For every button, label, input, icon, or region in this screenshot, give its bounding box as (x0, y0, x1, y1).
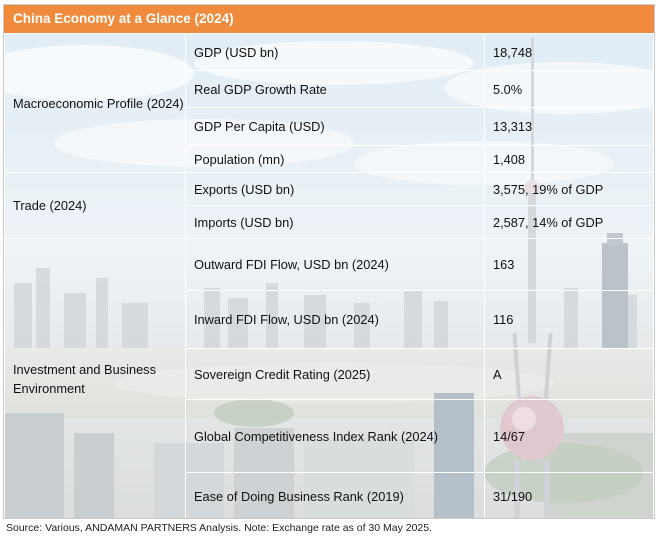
value-cell: 1,408 (484, 145, 654, 173)
value-cell: 13,313 (484, 107, 654, 146)
value-cell: 31/190 (484, 472, 654, 518)
infographic-panel: China Economy at a Glance (2024) (3, 4, 655, 519)
value-cell: 3,575, 19% of GDP (484, 172, 654, 206)
source-note: Source: Various, ANDAMAN PARTNERS Analys… (6, 522, 433, 534)
value-cell: 5.0% (484, 70, 654, 108)
table-row: Real GDP Growth Rate 5.0% (5, 70, 654, 108)
value-cell: 116 (484, 290, 654, 349)
table-row: Investment and Business Environment Outw… (4, 238, 654, 518)
indicator-cell: Outward FDI Flow, USD bn (2024) (185, 238, 485, 291)
value-cell: 18,748 (484, 33, 654, 71)
indicator-cell: Ease of Doing Business Rank (2019) (185, 472, 485, 518)
table-row: Inward FDI Flow, USD bn (2024) 116 (5, 290, 654, 349)
table-row: Trade (2024) Exports (USD bn) 3,575, 19%… (4, 172, 654, 239)
page-title: China Economy at a Glance (2024) (4, 5, 654, 33)
table-row: Ease of Doing Business Rank (2019) 31/19… (5, 472, 654, 518)
table-row: Macroeconomic Profile (2024) GDP (USD bn… (4, 33, 654, 173)
indicator-cell: Exports (USD bn) (185, 172, 485, 206)
value-cell: 14/67 (484, 399, 654, 473)
indicator-cell: GDP Per Capita (USD) (185, 107, 485, 146)
indicator-cell: Imports (USD bn) (185, 205, 485, 239)
indicator-cell: GDP (USD bn) (185, 33, 485, 71)
table-row: Sovereign Credit Rating (2025) A (5, 348, 654, 400)
indicator-cell: Global Competitiveness Index Rank (2024) (185, 399, 485, 473)
economy-table: Macroeconomic Profile (2024) GDP (USD bn… (4, 33, 654, 518)
table-row: Population (mn) 1,408 (5, 145, 654, 173)
indicator-cell: Real GDP Growth Rate (185, 70, 485, 108)
category-cell: Macroeconomic Profile (2024) (4, 33, 186, 173)
indicator-cell: Inward FDI Flow, USD bn (2024) (185, 290, 485, 349)
value-cell: 163 (484, 238, 654, 291)
table-row: GDP Per Capita (USD) 13,313 (5, 107, 654, 146)
value-cell: 2,587, 14% of GDP (484, 205, 654, 239)
indicator-cell: Sovereign Credit Rating (2025) (185, 348, 485, 400)
indicator-cell: Population (mn) (185, 145, 485, 173)
value-cell: A (484, 348, 654, 400)
category-cell: Trade (2024) (4, 172, 186, 239)
category-cell: Investment and Business Environment (4, 238, 186, 518)
table-row: Imports (USD bn) 2,587, 14% of GDP (5, 205, 654, 239)
